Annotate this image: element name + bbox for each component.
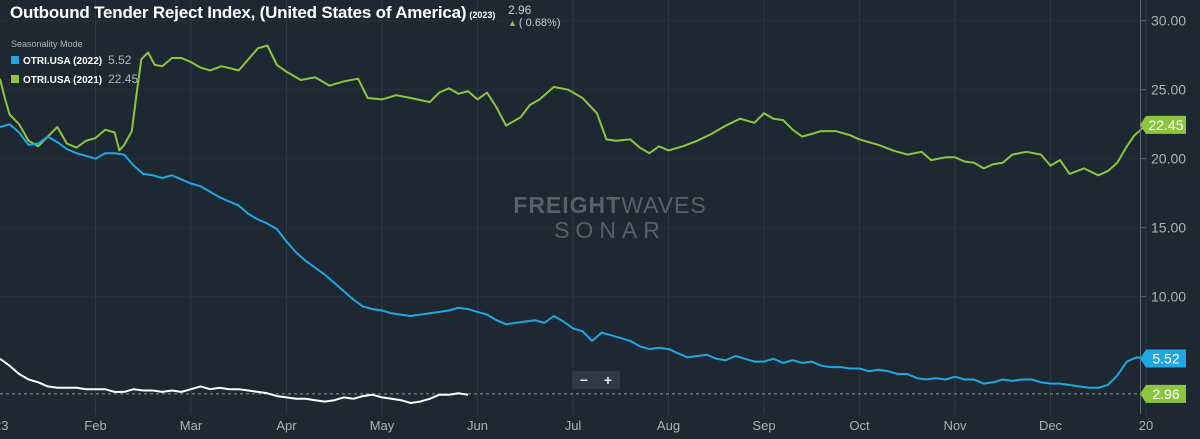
legend-swatch-2022: [11, 56, 19, 64]
up-arrow-icon: ▲: [508, 18, 517, 28]
legend-swatch-2021: [11, 75, 19, 83]
current-change-value: ( 0.68%): [518, 17, 561, 29]
watermark-product: SONAR: [554, 217, 666, 243]
chart-grid: [95, 0, 1147, 414]
x-tick-label: Sep: [752, 418, 775, 433]
x-tick-label: Oct: [849, 418, 870, 433]
x-tick-label: 20: [1139, 418, 1153, 433]
value-tag-2022-text: 5.52: [1152, 351, 1179, 367]
current-value-block: 2.96 ▲( 0.68%): [508, 4, 561, 30]
series-line[interactable]: [0, 123, 1147, 389]
legend-label-2022: OTRI.USA (2022): [23, 56, 103, 67]
current-change: ▲( 0.68%): [508, 17, 561, 30]
x-tick-label: Apr: [276, 418, 297, 433]
legend-item-2021[interactable]: OTRI.USA (2021) 22.45: [11, 72, 138, 86]
zoom-in-button[interactable]: +: [603, 372, 613, 388]
value-tag-2021: 22.45: [1140, 115, 1186, 134]
legend-item-2022[interactable]: OTRI.USA (2022) 5.52: [11, 53, 131, 67]
value-tag-2022-shape: [1140, 349, 1186, 368]
value-tag-2023: 2.96: [1140, 384, 1186, 403]
x-tick-label: Dec: [1039, 418, 1063, 433]
series-line[interactable]: [0, 357, 469, 404]
x-tick-label: Jun: [467, 418, 488, 433]
value-tag-2023-text: 2.96: [1152, 386, 1179, 402]
value-tag-2022: 5.52: [1140, 349, 1186, 368]
seasonality-mode-label: Seasonality Mode: [11, 39, 83, 49]
zoom-out-button[interactable]: −: [579, 372, 589, 388]
y-tick-label: 30.00: [1151, 13, 1186, 29]
chart-plot-area: [0, 44, 1147, 404]
zoom-controls: − +: [572, 371, 620, 389]
freightwaves-sonar-watermark: FREIGHTWAVES SONAR: [470, 192, 750, 244]
watermark-brand-thin: WAVES: [621, 192, 707, 218]
x-tick-label: Feb: [84, 418, 106, 433]
value-tag-2023-shape: [1140, 384, 1186, 403]
value-tag-2021-text: 22.45: [1148, 117, 1183, 133]
legend-value-2022: 5.52: [108, 53, 132, 67]
series-line[interactable]: [0, 44, 1147, 177]
x-tick-label: Mar: [180, 418, 203, 433]
y-tick-label: 20.00: [1151, 151, 1186, 167]
x-tick-label: 23: [0, 418, 8, 433]
legend-label-2021: OTRI.USA (2021): [23, 75, 103, 86]
chart-title-year: (2023): [469, 10, 496, 20]
chart-header: Outbound Tender Reject Index, (United St…: [10, 3, 495, 23]
y-tick-label: 15.00: [1151, 220, 1186, 236]
x-tick-label: Jul: [565, 418, 582, 433]
legend-value-2021: 22.45: [108, 72, 139, 86]
chart-title: Outbound Tender Reject Index, (United St…: [10, 3, 467, 22]
value-tag-2021-shape: [1140, 115, 1186, 134]
watermark-brand-bold: FREIGHT: [513, 192, 622, 218]
x-tick-label: Aug: [657, 418, 680, 433]
y-tick-label: 25.00: [1151, 82, 1186, 98]
y-tick-label: 10.00: [1151, 289, 1186, 305]
x-tick-label: Nov: [943, 418, 967, 433]
x-tick-label: May: [370, 418, 395, 433]
current-value: 2.96: [508, 3, 532, 17]
chart-axes: 23 Feb Mar Apr May Jun Jul Aug Sep Oct Nov Dec 20 10.…: [0, 0, 1186, 433]
